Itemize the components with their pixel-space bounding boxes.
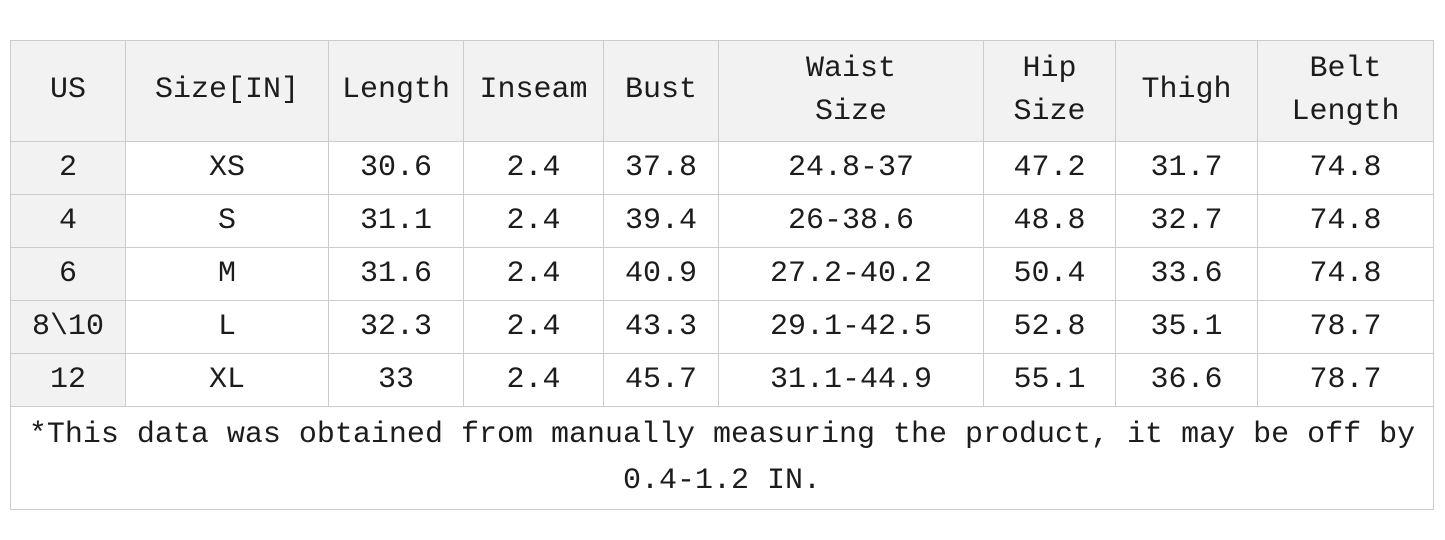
cell-hip: 50.4 — [983, 247, 1116, 301]
cell-size: XL — [125, 353, 329, 407]
header-cell-belt-length-label: Belt Length — [1291, 51, 1400, 130]
header-row: US Size[IN] Length Inseam Bust Waist Siz… — [10, 40, 1434, 142]
cell-length: 31.1 — [328, 194, 464, 248]
cell-waist: 27.2-40.2 — [718, 247, 984, 301]
cell-length: 33 — [328, 353, 464, 407]
cell-length: 32.3 — [328, 300, 464, 354]
cell-belt: 74.8 — [1257, 247, 1434, 301]
cell-bust: 39.4 — [603, 194, 719, 248]
cell-thigh: 36.6 — [1115, 353, 1258, 407]
header-cell-length: Length — [328, 40, 464, 142]
cell-belt: 74.8 — [1257, 194, 1434, 248]
header-cell-waist-size-label: Waist Size — [805, 51, 896, 130]
header-cell-size: Size[IN] — [125, 40, 329, 142]
cell-bust: 40.9 — [603, 247, 719, 301]
header-cell-inseam: Inseam — [463, 40, 604, 142]
header-cell-bust: Bust — [603, 40, 719, 142]
table-row-xs: 2 XS 30.6 2.4 37.8 24.8-37 47.2 31.7 74.… — [10, 141, 1434, 195]
cell-belt: 78.7 — [1257, 300, 1434, 354]
header-cell-belt-length: Belt Length — [1257, 40, 1434, 142]
cell-waist: 24.8-37 — [718, 141, 984, 195]
cell-inseam: 2.4 — [463, 353, 604, 407]
table-row-s: 4 S 31.1 2.4 39.4 26-38.6 48.8 32.7 74.8 — [10, 194, 1434, 248]
cell-bust: 43.3 — [603, 300, 719, 354]
cell-us: 6 — [10, 247, 126, 301]
cell-inseam: 2.4 — [463, 300, 604, 354]
cell-hip: 55.1 — [983, 353, 1116, 407]
header-cell-hip-size-label: Hip Size — [1013, 51, 1086, 130]
size-chart: US Size[IN] Length Inseam Bust Waist Siz… — [10, 40, 1434, 510]
cell-thigh: 32.7 — [1115, 194, 1258, 248]
cell-thigh: 33.6 — [1115, 247, 1258, 301]
cell-size: L — [125, 300, 329, 354]
cell-inseam: 2.4 — [463, 247, 604, 301]
cell-inseam: 2.4 — [463, 194, 604, 248]
cell-size: S — [125, 194, 329, 248]
cell-length: 31.6 — [328, 247, 464, 301]
cell-hip: 47.2 — [983, 141, 1116, 195]
cell-us: 2 — [10, 141, 126, 195]
cell-bust: 45.7 — [603, 353, 719, 407]
cell-hip: 48.8 — [983, 194, 1116, 248]
table-row-l: 8\10 L 32.3 2.4 43.3 29.1-42.5 52.8 35.1… — [10, 300, 1434, 354]
cell-waist: 26-38.6 — [718, 194, 984, 248]
cell-thigh: 35.1 — [1115, 300, 1258, 354]
cell-us: 12 — [10, 353, 126, 407]
cell-us: 4 — [10, 194, 126, 248]
cell-thigh: 31.7 — [1115, 141, 1258, 195]
footnote-row: *This data was obtained from manually me… — [10, 406, 1434, 510]
cell-waist: 31.1-44.9 — [718, 353, 984, 407]
cell-size: XS — [125, 141, 329, 195]
size-chart-table: US Size[IN] Length Inseam Bust Waist Siz… — [10, 40, 1434, 510]
cell-us: 8\10 — [10, 300, 126, 354]
table-row-m: 6 M 31.6 2.4 40.9 27.2-40.2 50.4 33.6 74… — [10, 247, 1434, 301]
cell-belt: 78.7 — [1257, 353, 1434, 407]
cell-belt: 74.8 — [1257, 141, 1434, 195]
cell-inseam: 2.4 — [463, 141, 604, 195]
header-cell-us: US — [10, 40, 126, 142]
footnote: *This data was obtained from manually me… — [10, 406, 1434, 510]
cell-hip: 52.8 — [983, 300, 1116, 354]
cell-length: 30.6 — [328, 141, 464, 195]
header-cell-hip-size: Hip Size — [983, 40, 1116, 142]
cell-bust: 37.8 — [603, 141, 719, 195]
table-row-xl: 12 XL 33 2.4 45.7 31.1-44.9 55.1 36.6 78… — [10, 353, 1434, 407]
header-cell-waist-size: Waist Size — [718, 40, 984, 142]
header-cell-thigh: Thigh — [1115, 40, 1258, 142]
cell-size: M — [125, 247, 329, 301]
cell-waist: 29.1-42.5 — [718, 300, 984, 354]
